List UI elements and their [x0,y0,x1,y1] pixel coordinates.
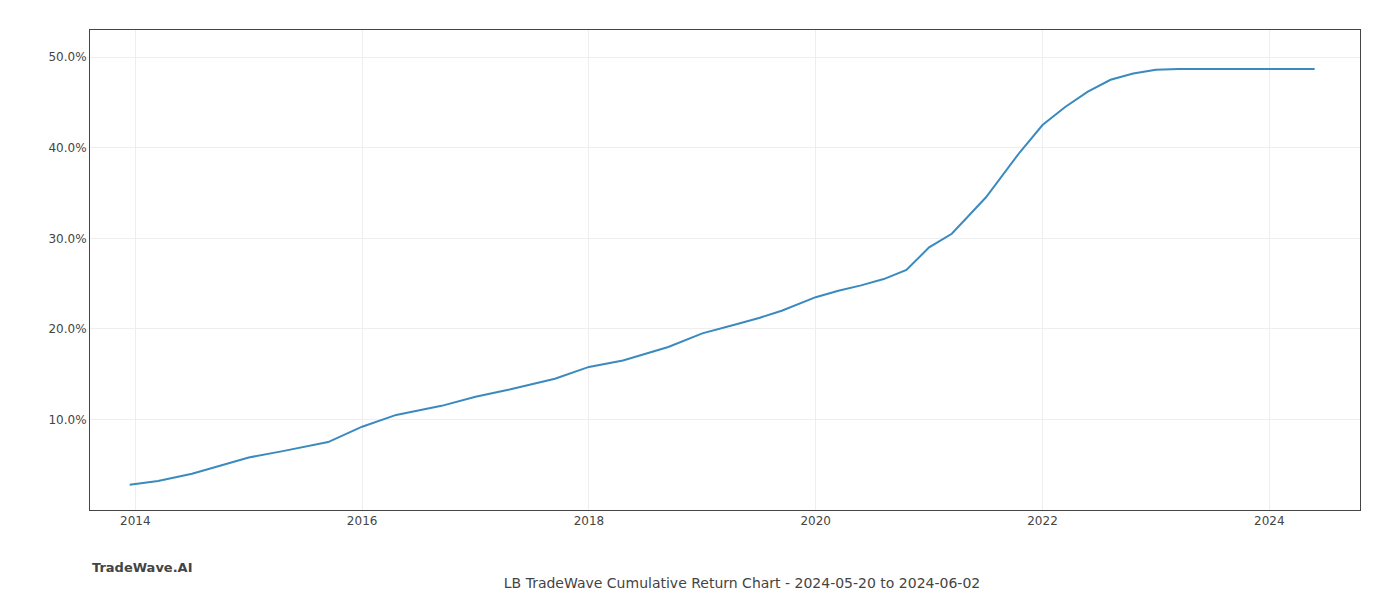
svg-text:2024: 2024 [1254,514,1285,528]
svg-text:40.0%: 40.0% [48,141,86,155]
svg-text:LB TradeWave Cumulative Return: LB TradeWave Cumulative Return Chart - 2… [504,575,980,591]
svg-text:30.0%: 30.0% [48,232,86,246]
svg-text:2016: 2016 [347,514,378,528]
svg-text:TradeWave.AI: TradeWave.AI [92,560,193,575]
svg-text:10.0%: 10.0% [48,413,86,427]
svg-text:20.0%: 20.0% [48,322,86,336]
svg-text:2018: 2018 [574,514,605,528]
svg-text:2022: 2022 [1027,514,1058,528]
svg-text:50.0%: 50.0% [48,50,86,64]
svg-text:2020: 2020 [800,514,831,528]
svg-text:2014: 2014 [120,514,151,528]
